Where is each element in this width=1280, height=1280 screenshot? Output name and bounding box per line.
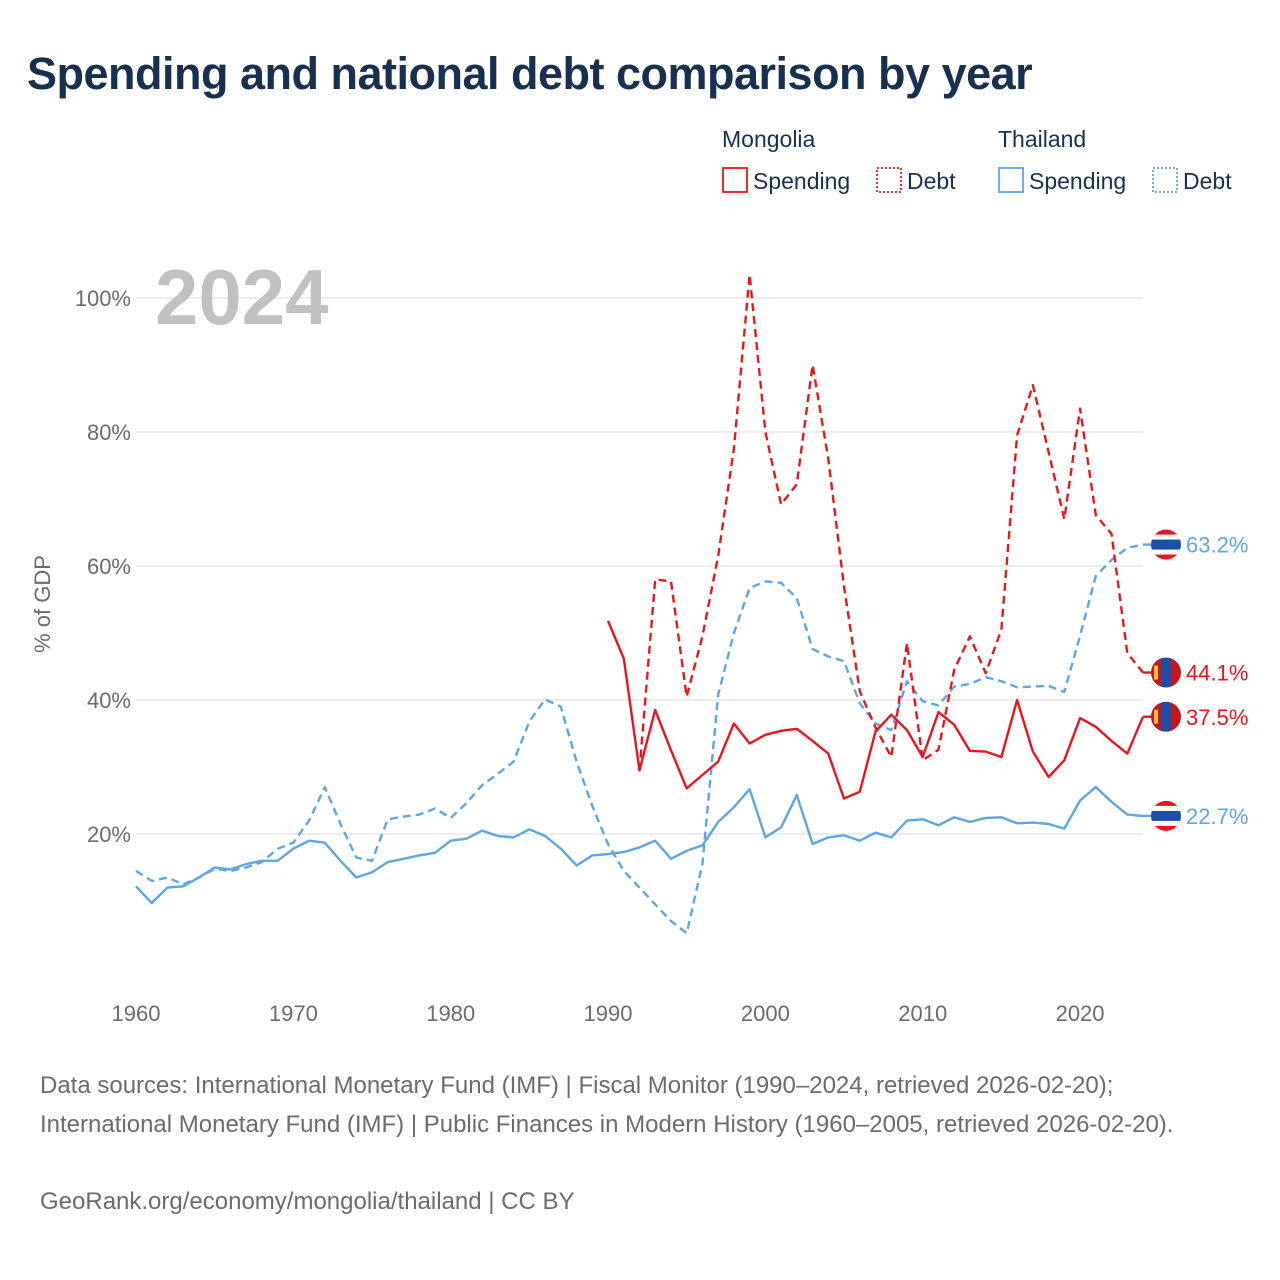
y-axis: 20% 40% 60% 80% 100%: [75, 286, 131, 847]
y-tick-label: 80%: [87, 420, 131, 445]
legend-swatch-solid: [998, 167, 1024, 193]
end-value-label: 37.5%: [1186, 705, 1248, 730]
mongolia-flag-icon: [1151, 657, 1181, 688]
x-tick-label: 1960: [112, 1001, 161, 1026]
end-labels: 63.2% 44.1% 37.5% 22.7%: [1143, 529, 1248, 831]
x-tick-label: 1980: [426, 1001, 475, 1026]
x-tick-label: 1970: [269, 1001, 318, 1026]
x-tick-label: 2020: [1056, 1001, 1105, 1026]
legend-item-label: Debt: [1183, 168, 1232, 194]
series-line-thailand-spending: [135, 785, 1144, 905]
legend: Mongolia Spending Debt Thailand Spending Debt: [722, 126, 1232, 194]
credit: GeoRank.org/economy/mongolia/thailand | …: [40, 1188, 575, 1215]
x-tick-label: 2000: [741, 1001, 790, 1026]
series-line-mongolia-spending: [606, 620, 1145, 800]
grid: [136, 297, 1143, 835]
legend-item-label: Spending: [1029, 168, 1126, 194]
end-value-label: 22.7%: [1186, 804, 1248, 829]
y-axis-label: % of GDP: [30, 555, 55, 653]
legend-swatch-dotted: [876, 167, 902, 193]
y-tick-label: 20%: [87, 822, 131, 847]
year-label: 2024: [155, 253, 329, 341]
y-tick-label: 100%: [75, 286, 131, 311]
series-line-thailand-debt: [135, 543, 1144, 935]
legend-group-mongolia: Mongolia: [722, 126, 816, 152]
series: [135, 273, 1145, 935]
chart-title: Spending and national debt comparison by…: [27, 48, 1033, 99]
thailand-flag-icon: [1151, 529, 1181, 560]
series-line-mongolia-debt: [638, 273, 1144, 771]
x-axis: 1960 1970 1980 1990 2000 2010 2020: [112, 1001, 1105, 1026]
legend-swatch-dotted: [1152, 167, 1178, 193]
mongolia-flag-icon: [1151, 701, 1181, 732]
x-tick-label: 2010: [898, 1001, 947, 1026]
y-tick-label: 60%: [87, 554, 131, 579]
y-tick-label: 40%: [87, 688, 131, 713]
thailand-flag-icon: [1151, 800, 1181, 831]
end-value-label: 63.2%: [1186, 533, 1248, 558]
legend-group-thailand: Thailand: [998, 126, 1086, 152]
data-sources: Data sources: International Monetary Fun…: [40, 1072, 1174, 1138]
end-value-label: 44.1%: [1186, 661, 1248, 686]
legend-swatch-solid: [722, 167, 748, 193]
legend-item-label: Debt: [907, 168, 956, 194]
legend-item-label: Spending: [753, 168, 850, 194]
x-tick-label: 1990: [584, 1001, 633, 1026]
